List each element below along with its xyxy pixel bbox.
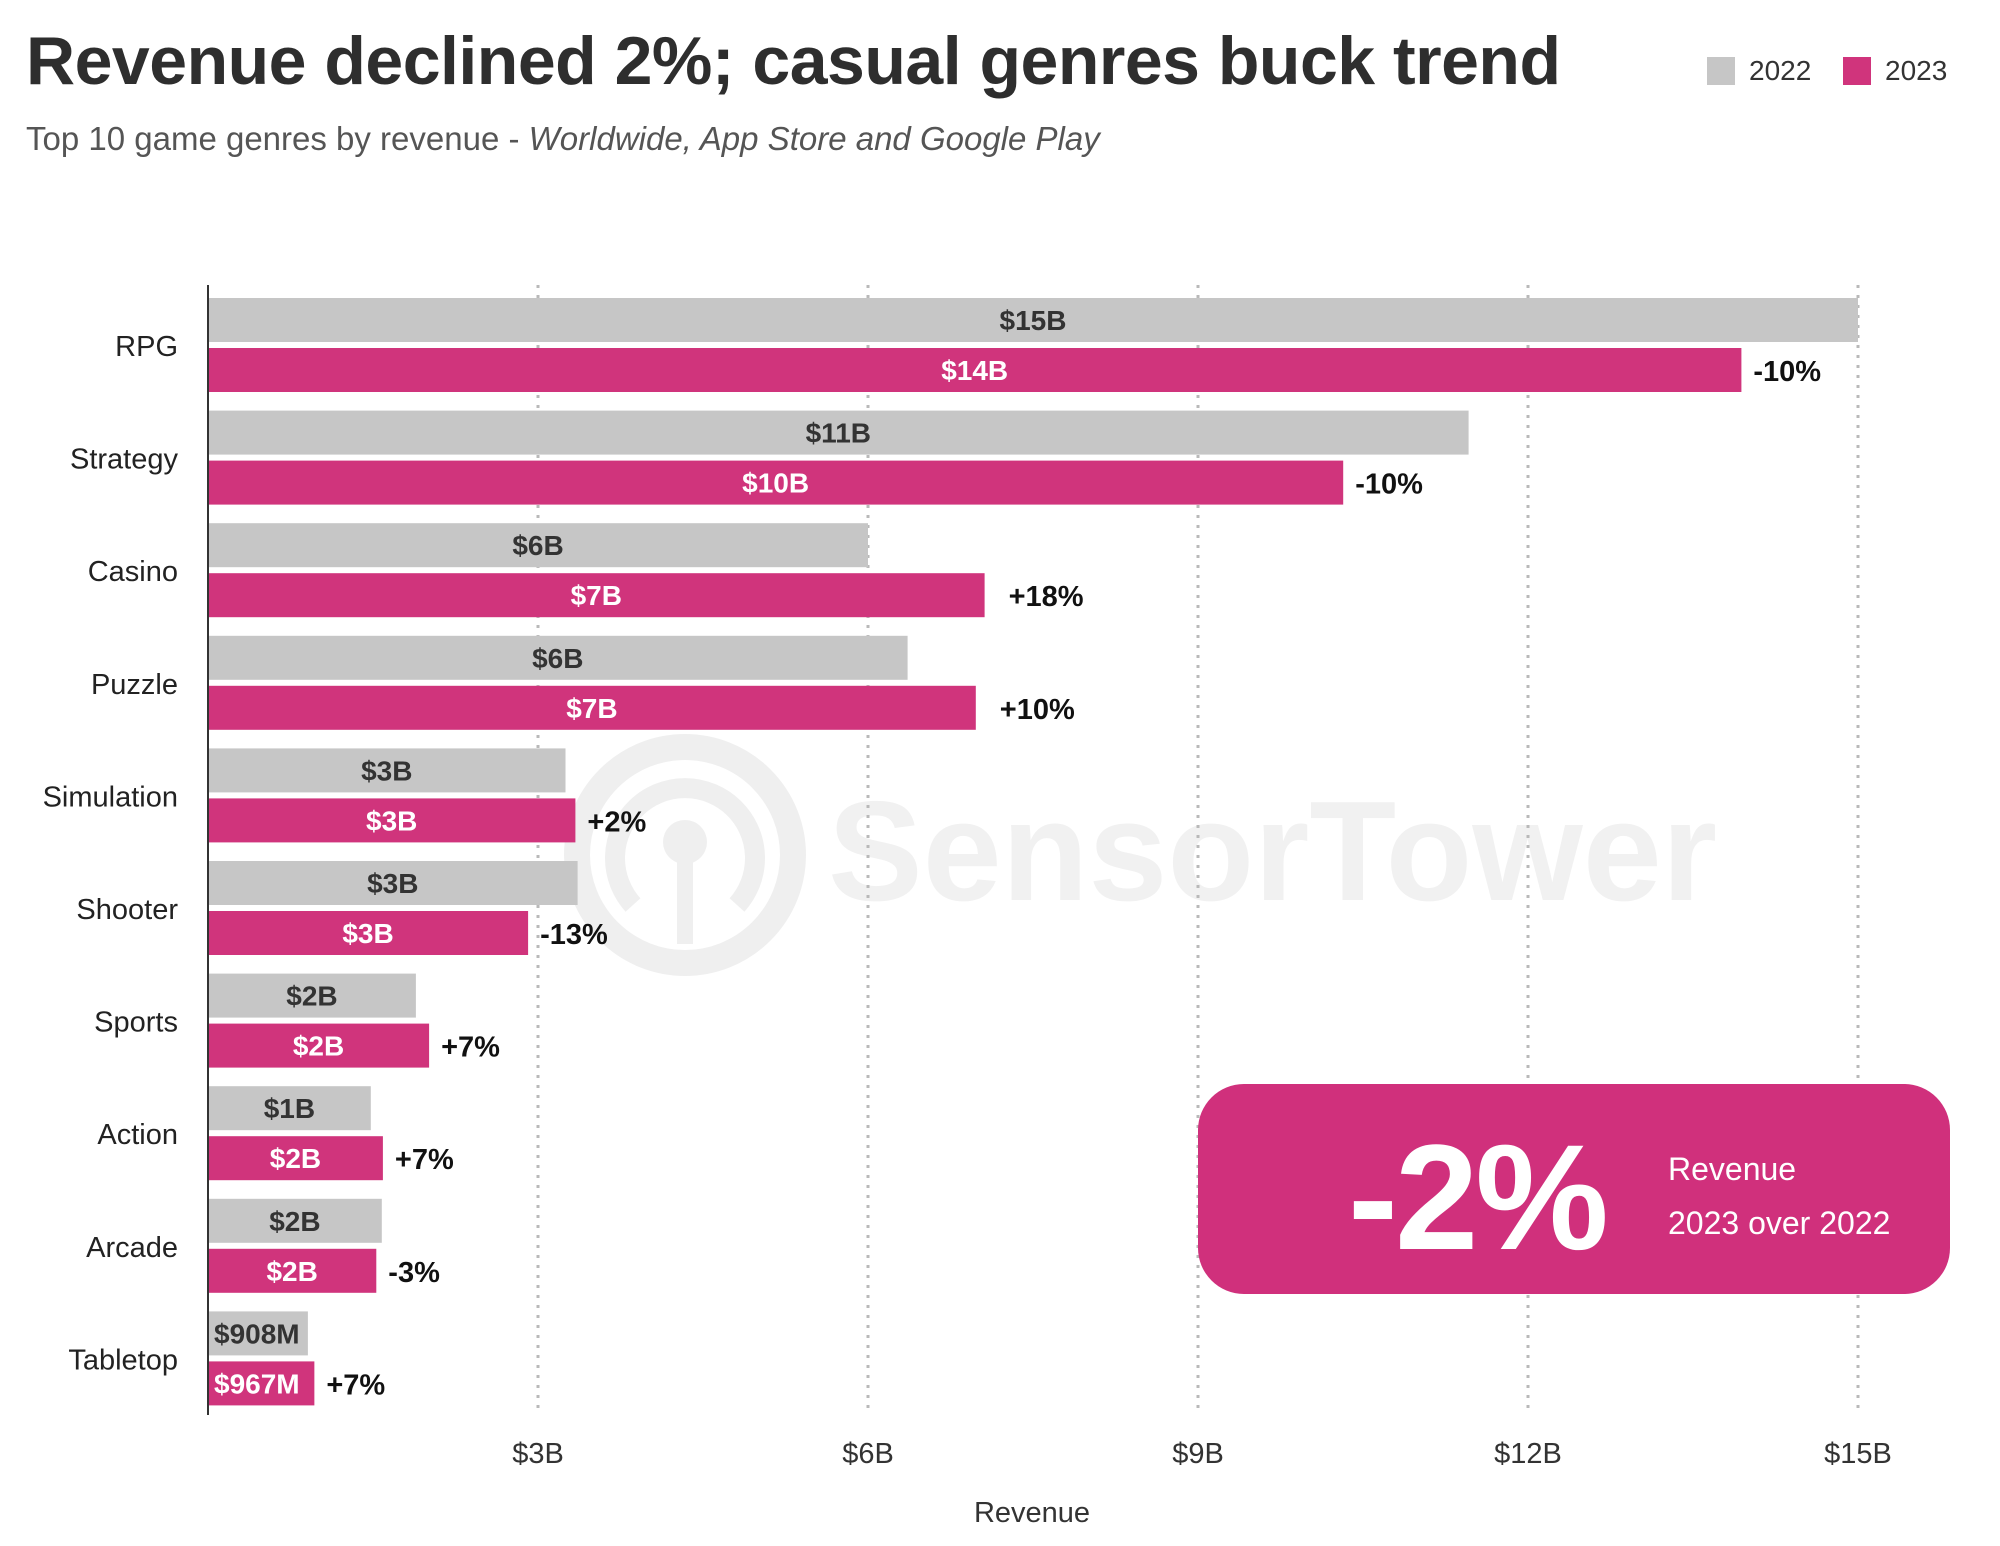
data-label-2022: $3B [361, 755, 412, 786]
change-label: +7% [395, 1144, 454, 1176]
callout-value: -2% [1348, 1113, 1609, 1281]
change-label: +7% [326, 1369, 385, 1401]
bar-2022 [208, 973, 416, 1018]
bar-2022 [208, 748, 566, 793]
data-label-2023: $14B [941, 355, 1008, 386]
category-label: Simulation [43, 781, 178, 813]
data-label-2023: $2B [266, 1256, 317, 1287]
change-label: -3% [388, 1257, 440, 1289]
chart-subtitle: Top 10 game genres by revenue - Worldwid… [26, 120, 1100, 158]
revenue-change-callout: -2% Revenue 2023 over 2022 [1198, 1084, 1950, 1294]
callout-line1: Revenue [1668, 1151, 1797, 1187]
callout-line2: 2023 over 2022 [1668, 1205, 1891, 1241]
data-label-2022: $15B [1000, 305, 1067, 336]
bar-labels: RPG $15B $14B -10% Strategy $11B $10B -10% Casin… [43, 305, 1822, 1401]
watermark-logo-ring [564, 734, 806, 976]
change-label: -13% [540, 919, 608, 951]
callout-text: Revenue 2023 over 2022 [1668, 1142, 1890, 1250]
x-tick-label: $3B [512, 1438, 564, 1470]
subtitle-italic: Worldwide, App Store and Google Play [528, 120, 1100, 157]
change-label: +10% [1000, 694, 1075, 726]
data-label-2023: $7B [566, 693, 617, 724]
category-label: Casino [88, 556, 178, 588]
data-label-2023: $10B [742, 468, 809, 499]
data-label-2022: $2B [269, 1206, 320, 1237]
change-label: -10% [1355, 469, 1423, 501]
legend-label-2023: 2023 [1885, 55, 1948, 86]
bar-2023 [208, 573, 985, 618]
category-label: Sports [94, 1007, 178, 1039]
axes: $3B $6B $9B $12B $15B Revenue [207, 285, 1892, 1529]
bar-2022 [208, 1311, 308, 1356]
watermark-logo-stem [677, 842, 693, 944]
category-label: Strategy [70, 444, 178, 476]
category-label: RPG [115, 331, 178, 363]
data-label-2023: $7B [571, 580, 622, 611]
category-label: Puzzle [91, 669, 178, 701]
bar-2023 [208, 1361, 315, 1406]
sensortower-watermark: SensorTower [564, 734, 1717, 976]
x-tick-label: $9B [1172, 1438, 1224, 1470]
data-label-2022: $2B [286, 981, 337, 1012]
category-label: Tabletop [68, 1344, 178, 1376]
legend-item-2022: 2022 [1707, 55, 1811, 87]
bar-2023 [208, 685, 976, 730]
bar-2023 [208, 1023, 430, 1068]
bar-2022 [208, 523, 868, 568]
bar-2023 [208, 798, 576, 843]
category-label: Action [97, 1119, 178, 1151]
watermark-text: SensorTower [828, 772, 1717, 931]
bars [208, 298, 1858, 1406]
bar-2023 [208, 460, 1344, 505]
data-label-2022: $6B [532, 643, 583, 674]
legend-swatch-2022 [1707, 57, 1735, 85]
category-label: Arcade [86, 1232, 178, 1264]
bar-2022 [208, 1086, 371, 1131]
category-label: Shooter [76, 894, 178, 926]
bar-2022 [208, 1198, 382, 1243]
x-axis-title: Revenue [974, 1497, 1090, 1529]
bar-2022 [208, 635, 908, 680]
legend-swatch-2023 [1843, 57, 1871, 85]
change-label: -10% [1753, 356, 1821, 388]
data-label-2023: $3B [342, 918, 393, 949]
change-label: +18% [1009, 581, 1084, 613]
data-label-2022: $11B [806, 418, 871, 449]
legend-item-2023: 2023 [1843, 55, 1947, 87]
bar-2023 [208, 348, 1742, 392]
bar-2023 [208, 911, 529, 955]
change-label: +2% [587, 806, 646, 838]
data-label-2022: $3B [367, 868, 418, 899]
change-label: +7% [441, 1032, 500, 1064]
data-label-2023: $2B [270, 1143, 321, 1174]
bar-2022 [208, 298, 1858, 342]
data-label-2023: $3B [366, 805, 417, 836]
bar-2022 [208, 410, 1469, 455]
data-label-2022: $1B [264, 1093, 315, 1124]
subtitle-plain: Top 10 game genres by revenue - [26, 120, 529, 157]
bar-2023 [208, 1136, 383, 1181]
data-label-2022: $908M [214, 1318, 300, 1349]
bar-2023 [208, 1248, 377, 1293]
x-tick-label: $12B [1494, 1438, 1562, 1470]
data-label-2023: $2B [293, 1031, 344, 1062]
x-tick-label: $6B [842, 1438, 894, 1470]
chart-title: Revenue declined 2%; casual genres buck … [26, 23, 1561, 99]
data-label-2023: $967M [214, 1368, 300, 1399]
data-label-2022: $6B [512, 530, 563, 561]
x-tick-label: $15B [1824, 1438, 1892, 1470]
watermark-logo-arc [605, 778, 765, 912]
legend-label-2022: 2022 [1749, 55, 1812, 86]
bar-2022 [208, 861, 578, 905]
